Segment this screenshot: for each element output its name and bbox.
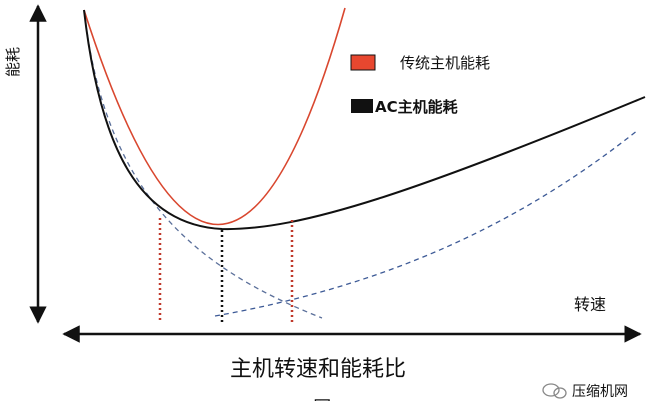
watermark-icon	[542, 383, 567, 399]
caption: 主机转速和能耗比	[230, 357, 406, 382]
legend-label: 传统主机能耗	[400, 54, 490, 72]
legend-swatch	[350, 54, 376, 71]
x-axis-label: 转速	[574, 295, 606, 314]
ac-curve	[83, 9, 646, 231]
watermark: 压缩机网	[572, 384, 628, 400]
dashed-curve	[214, 129, 639, 317]
traditional-curve	[83, 7, 346, 226]
y-axis-label: 能耗	[4, 47, 22, 77]
legend-swatch	[351, 99, 373, 113]
legend-label: AC主机能耗	[375, 98, 458, 116]
dashed-curve	[85, 24, 323, 319]
figure-label: 图1	[313, 398, 342, 401]
